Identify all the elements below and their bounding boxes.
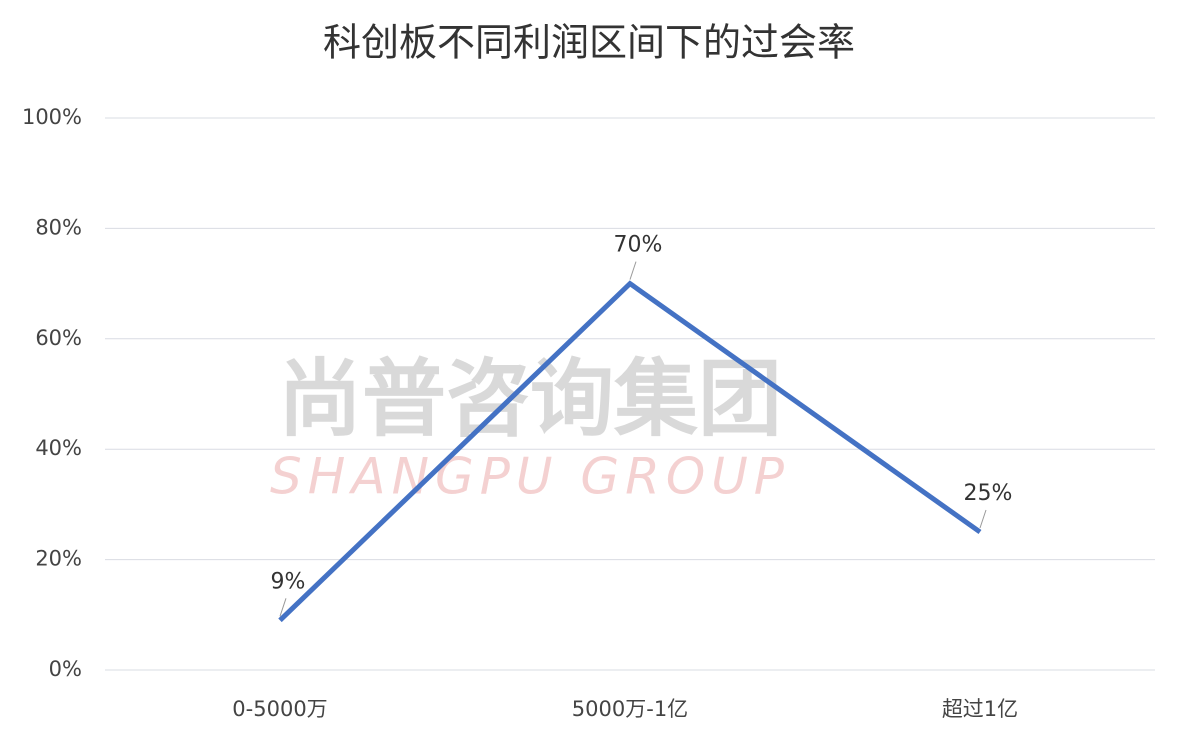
chart-title: 科创板不同利润区间下的过会率 <box>323 21 855 65</box>
line <box>278 280 982 623</box>
y-tick-label: 80% <box>35 215 82 239</box>
y-tick-label: 0% <box>49 657 82 681</box>
data-label: 70% <box>614 233 663 258</box>
watermark: 尚普咨询集团 <box>278 350 782 448</box>
leader-line <box>279 598 287 617</box>
x-tick-label: 超过1亿 <box>942 697 1018 721</box>
y-tick-label: 60% <box>35 326 82 350</box>
data-label: 9% <box>271 569 306 594</box>
y-tick-label: 20% <box>35 547 82 571</box>
y-tick-label: 40% <box>35 436 82 460</box>
x-tick-label: 5000万-1亿 <box>572 697 688 721</box>
data-label: 25% <box>964 481 1013 506</box>
leader-line <box>979 509 987 529</box>
x-tick-label: 0-5000万 <box>232 697 327 721</box>
y-tick-label: 100% <box>22 105 82 129</box>
leader-line <box>629 261 637 280</box>
watermark: SHANGPU GROUP <box>270 448 790 506</box>
